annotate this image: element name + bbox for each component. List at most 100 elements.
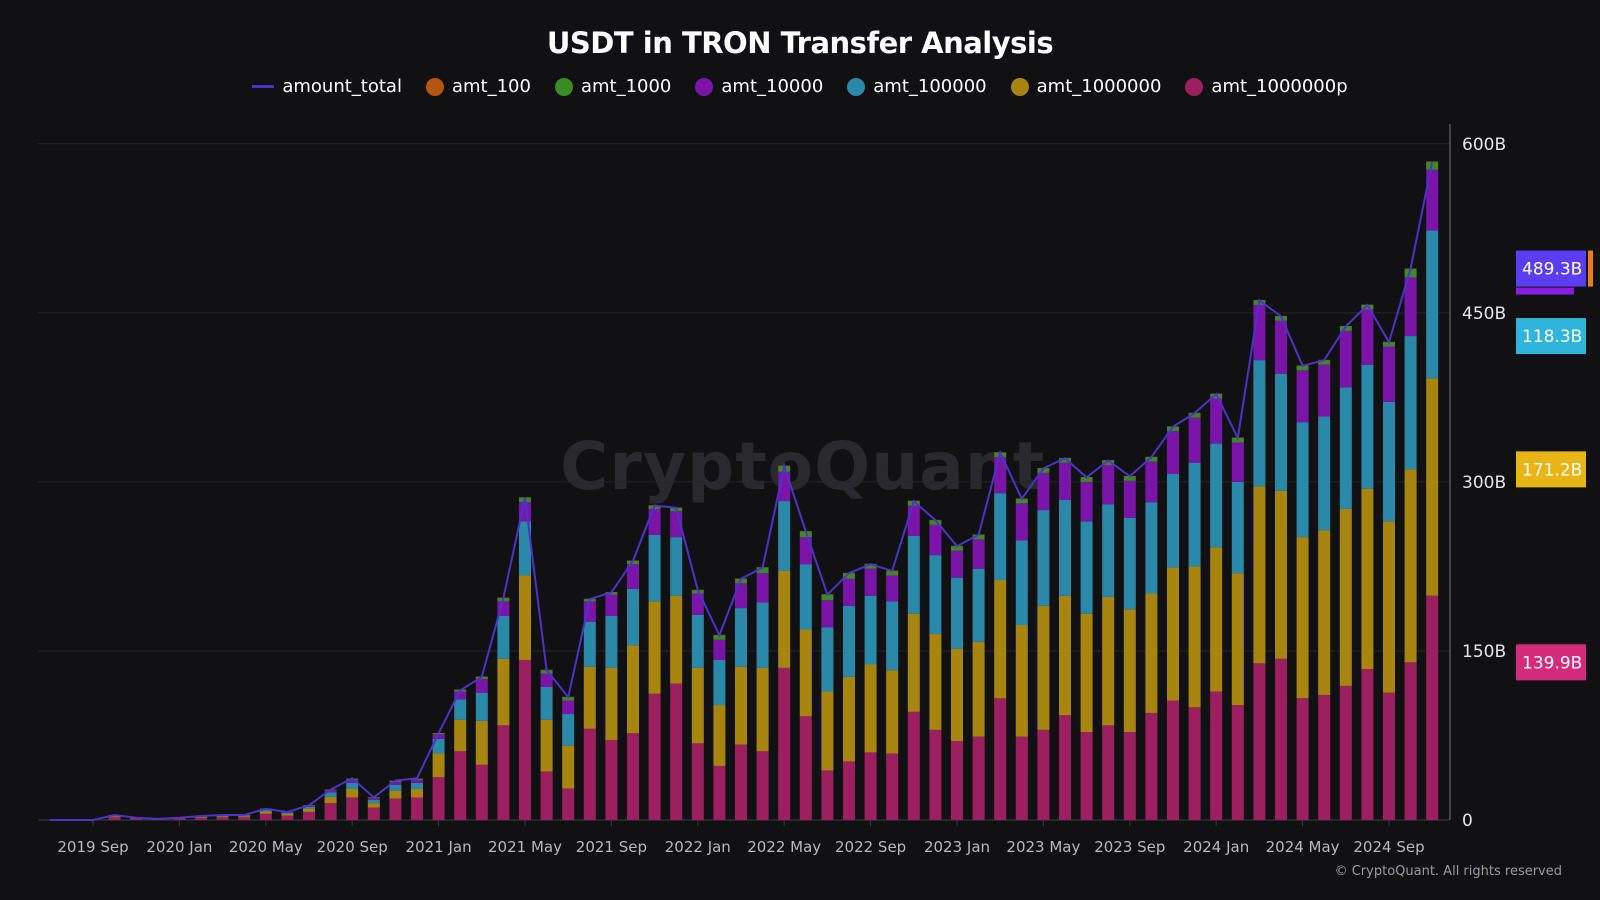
bar-amt_100000: [540, 687, 553, 720]
bar-amt_1000000: [864, 664, 877, 753]
bar-amt_1000000: [1102, 596, 1115, 726]
bar-amt_1000000p: [670, 683, 683, 820]
legend-item-amt-1000[interactable]: amt_1000: [554, 76, 672, 97]
bar-stack-2024-03: [1253, 300, 1266, 820]
bar-stack-2022-07: [821, 594, 834, 820]
bar-amt_1000: [864, 564, 877, 569]
bar-amt_1000: [562, 697, 575, 701]
legend-label: amt_1000: [580, 76, 672, 97]
bar-amt_100000: [907, 535, 920, 614]
bar-stack-2021-08: [583, 598, 596, 820]
legend-item-amt-100000[interactable]: amt_100000: [847, 76, 987, 97]
bar-stack-2022-05: [778, 465, 791, 820]
bar-stack-2020-11: [389, 780, 402, 820]
legend-item-amt-10000[interactable]: amt_10000: [695, 76, 823, 97]
amt-10000-marker: [1516, 287, 1574, 295]
bar-amt_1000000: [1080, 613, 1093, 733]
bar-amt_1000000p: [411, 797, 423, 820]
bar-amt_1000: [1167, 426, 1179, 432]
bar-amt_10000: [1275, 320, 1287, 374]
legend-item-amount-total[interactable]: amount_total: [252, 76, 402, 97]
legend-item-amt-100[interactable]: amt_100: [425, 76, 531, 97]
bar-amt_1000000: [1339, 508, 1352, 686]
bar-amt_1000000: [1167, 567, 1179, 701]
bar-stack-2024-11: [1426, 161, 1439, 820]
bar-amt_100000: [605, 616, 618, 668]
bar-amt_1000: [540, 670, 553, 674]
bar-amt_10000: [972, 539, 985, 569]
bar-amt_1000: [756, 567, 769, 574]
bar-amt_10000: [1318, 364, 1331, 417]
bar-amt_100000: [735, 608, 747, 667]
bar-amt_1000000p: [108, 817, 121, 820]
bar-amt_100000: [303, 806, 315, 809]
x-tick-label: 2024 Sep: [1353, 838, 1424, 856]
bar-stack-2023-02: [972, 534, 985, 820]
bar-amt_1000000: [259, 811, 272, 814]
bar-amt_10000: [1167, 431, 1179, 475]
bar-amt_100000: [778, 501, 791, 571]
bar-amt_1000000: [540, 719, 553, 772]
bar-amt_1000000: [605, 667, 618, 740]
bar-stack-2022-04: [756, 567, 769, 820]
legend-label: amt_1000000p: [1211, 76, 1348, 97]
legend-item-amt-1000000p[interactable]: amt_1000000p: [1185, 76, 1348, 97]
x-tick-label: 2022 May: [747, 838, 821, 856]
bar-amt_100000: [1253, 360, 1266, 487]
bar-amt_10000: [648, 508, 661, 535]
bar-amt_1000000p: [454, 751, 467, 820]
bar-stack-2022-01: [691, 589, 704, 820]
bar-amt_10000: [1102, 464, 1115, 505]
bar-stack-2020-09: [346, 778, 359, 820]
bar-amt_1000000p: [562, 788, 575, 820]
bar-amt_100000: [1275, 373, 1287, 491]
bar-amt_1000000p: [1015, 736, 1028, 820]
bar-amt_1000000p: [648, 693, 661, 820]
bar-stack-2021-05: [519, 497, 531, 820]
bar-amt_100000: [1015, 540, 1028, 626]
bar-amt_100000: [1167, 474, 1179, 568]
bar-amt_1000000p: [1253, 663, 1266, 820]
bar-amt_10000: [1188, 417, 1201, 463]
bar-stack-2020-10: [367, 797, 380, 820]
bar-stack-2023-05: [1037, 468, 1050, 820]
bar-amt_10000: [735, 583, 747, 609]
bar-amt_1000000p: [843, 761, 855, 820]
dot-swatch-icon: [554, 77, 573, 96]
bar-amt_1000000p: [324, 803, 337, 820]
bar-amt_10000: [1210, 398, 1223, 444]
bar-amt_100000: [281, 812, 294, 815]
bar-amt_10000: [1080, 481, 1093, 522]
bar-amt_10000: [907, 505, 920, 536]
bar-stack-2020-08: [324, 789, 337, 820]
bar-amt_100000: [951, 577, 963, 649]
legend: amount_total amt_100 amt_1000 amt_10000 …: [0, 76, 1600, 97]
bar-stack-2021-11: [648, 505, 661, 820]
dot-swatch-icon: [1010, 77, 1029, 96]
bar-amt_10000: [605, 594, 618, 617]
bar-amt_10000: [562, 700, 575, 715]
bar-amt_10000: [886, 575, 899, 602]
bar-amt_10000: [475, 679, 488, 693]
bar-amt_1000000p: [367, 807, 380, 820]
y-tick-label: 600B: [1462, 135, 1506, 155]
bar-amt_10000: [929, 524, 942, 556]
bar-amt_1000000: [519, 575, 531, 660]
bar-stack-2020-12: [411, 778, 423, 820]
bar-stack-2023-09: [1123, 475, 1136, 820]
bar-amt_1000: [1383, 342, 1395, 347]
legend-item-amt-1000000[interactable]: amt_1000000: [1010, 76, 1161, 97]
bar-amt_1000000p: [1037, 729, 1050, 820]
dot-swatch-icon: [1185, 77, 1204, 96]
bar-amt_1000000: [454, 719, 467, 752]
bar-amt_100000: [324, 792, 337, 797]
bar-amt_1000000p: [799, 716, 812, 820]
bar-amt_1000000: [389, 790, 402, 799]
bar-amt_1000: [1145, 457, 1158, 462]
bar-amt_1000000: [735, 666, 747, 745]
bar-amt_1000: [1188, 413, 1201, 418]
bar-amt_1000000: [238, 816, 251, 818]
bar-amt_1000000: [691, 667, 704, 744]
bar-amt_10000: [1145, 461, 1158, 503]
